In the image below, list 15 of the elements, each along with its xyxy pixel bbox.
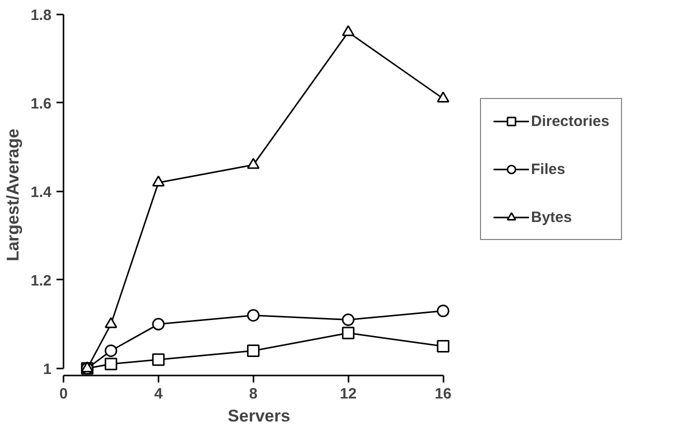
legend-label: Directories	[531, 112, 610, 130]
x-axis-title: Servers	[228, 406, 290, 426]
x-tick-label: 8	[249, 386, 258, 402]
x-tick-label: 16	[434, 386, 452, 402]
y-axis-title: Largest/Average	[4, 128, 23, 262]
y-tick-label: 1	[43, 360, 52, 378]
legend-label: Files	[531, 160, 566, 178]
x-tick-label: 4	[154, 386, 164, 402]
y-tick-label: 1.2	[30, 272, 52, 290]
x-tick-label: 12	[340, 386, 357, 402]
y-tick-label: 1.6	[30, 95, 52, 112]
y-tick-label: 1.8	[30, 7, 52, 24]
y-tick-label: 1.4	[30, 184, 52, 201]
x-tick-label: 0	[59, 386, 68, 402]
legend-label: Bytes	[531, 208, 572, 226]
